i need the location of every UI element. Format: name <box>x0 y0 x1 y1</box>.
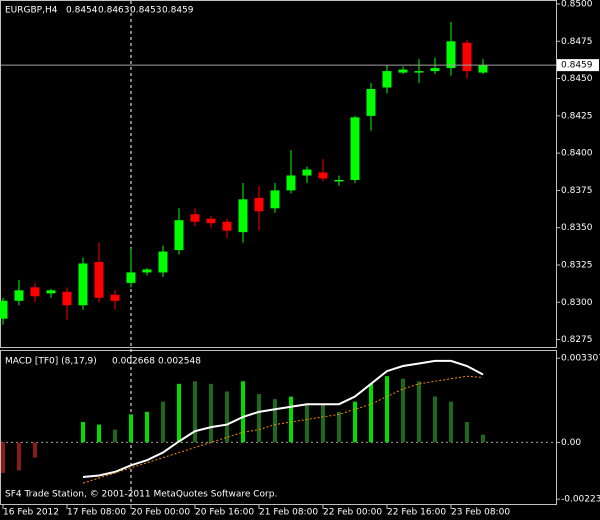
histogram-bar <box>321 404 325 443</box>
y-tick-label: 0.8350 <box>561 223 593 233</box>
candle-body <box>14 290 24 301</box>
last-open: 0.8454 <box>66 6 98 16</box>
candle-body <box>318 172 328 179</box>
x-tick-label: 16 Feb 2012 <box>3 508 59 518</box>
histogram-bar <box>17 442 21 471</box>
histogram-bar <box>33 442 37 458</box>
histogram-bar <box>449 401 453 443</box>
y-tick-label: 0.8425 <box>561 111 593 121</box>
x-tick-label: 17 Feb 08:00 <box>67 508 126 518</box>
price-label: 0.8459 <box>561 61 593 71</box>
candle-body <box>0 300 8 319</box>
candle-body <box>302 169 312 176</box>
histogram-bar <box>369 383 373 443</box>
candle-body <box>462 42 472 72</box>
macd-value: 0.002668 <box>112 357 155 367</box>
footer: SF4 Trade Station, © 2001-2011 MetaQuote… <box>5 490 277 500</box>
candle-body <box>30 287 40 297</box>
histogram-bar <box>145 411 149 443</box>
y-tick-label: 0.8375 <box>561 186 593 196</box>
histogram-bar <box>385 376 389 443</box>
histogram-bar <box>257 394 261 443</box>
candle-body <box>206 218 216 224</box>
candle-body <box>478 65 488 73</box>
histogram-bar <box>129 414 133 443</box>
y-tick-label: 0.8325 <box>561 260 593 270</box>
histogram-bar <box>1 442 5 473</box>
signal-line <box>82 375 484 484</box>
price-panel <box>0 0 557 348</box>
histogram-bar <box>97 424 101 443</box>
y-tick-label: -0.00223 <box>561 495 600 505</box>
x-tick-label: 22 Feb 00:00 <box>323 508 382 518</box>
x-tick-label: 20 Feb 16:00 <box>195 508 254 518</box>
histogram-bar <box>177 383 181 443</box>
y-tick-label: 0.8300 <box>561 298 593 308</box>
candle-body <box>78 263 88 306</box>
symbol: EURGBP,H4 <box>5 6 58 16</box>
y-tick-label: 0.8400 <box>561 149 593 159</box>
histogram-bar <box>401 378 405 443</box>
histogram-bar <box>81 422 85 443</box>
candle-body <box>158 251 168 273</box>
candle-body <box>286 175 296 191</box>
candle-body <box>430 68 440 72</box>
macd-line <box>82 359 484 478</box>
signal-value: 0.002548 <box>158 357 201 367</box>
histogram-bar <box>241 381 245 443</box>
histogram-bar <box>289 396 293 443</box>
histogram-bar <box>305 404 309 443</box>
candle-body <box>62 291 72 306</box>
candle-body <box>190 214 200 222</box>
x-tick-label: 20 Feb 00:00 <box>131 508 190 518</box>
histogram-bar <box>433 396 437 443</box>
candle-body <box>414 71 424 73</box>
histogram-bar <box>417 381 421 443</box>
histogram-bar <box>337 411 341 443</box>
histogram-bar <box>113 429 117 443</box>
candle-body <box>126 272 136 283</box>
last-low: 0.8453 <box>130 6 162 16</box>
candle-body <box>254 197 264 212</box>
candle-body <box>222 221 232 231</box>
candle-body <box>446 41 456 69</box>
histogram-bar <box>353 401 357 443</box>
x-tick-label: 22 Feb 16:00 <box>387 508 446 518</box>
y-tick-label: 0.8475 <box>561 37 593 47</box>
candle-body <box>366 88 376 116</box>
histogram-bar <box>225 391 229 443</box>
candle-body <box>142 269 152 273</box>
y-tick-label: 0.8500 <box>561 0 593 9</box>
last-close: 0.8459 <box>162 6 194 16</box>
y-tick-label: 0.8275 <box>561 335 593 345</box>
candle-body <box>46 290 56 294</box>
macd-panel <box>0 350 557 505</box>
x-tick-label: 23 Feb 08:00 <box>451 508 510 518</box>
histogram-bar <box>465 422 469 443</box>
y-tick-label: 0.003307 <box>561 354 600 364</box>
candle-body <box>334 179 344 182</box>
y-tick-label: 0.8450 <box>561 74 593 84</box>
price-label-box <box>557 59 599 72</box>
candle-body <box>94 261 104 298</box>
last-high: 0.8463 <box>98 6 130 16</box>
histogram-bar <box>193 381 197 443</box>
histogram-bar <box>209 383 213 443</box>
candle-body <box>110 294 120 301</box>
y-tick-label: 0.00 <box>561 438 581 448</box>
candle-body <box>270 190 280 209</box>
histogram-bar <box>273 399 277 443</box>
x-tick-label: 21 Feb 08:00 <box>259 508 318 518</box>
macd-title: MACD [TF0] (8,17,9) <box>5 357 97 367</box>
candle-body <box>350 117 360 180</box>
candle-body <box>238 199 248 233</box>
candle-body <box>398 69 408 73</box>
candle-body <box>382 71 392 88</box>
histogram-bar <box>161 401 165 443</box>
histogram-bar <box>481 434 485 443</box>
candle-body <box>174 220 184 251</box>
